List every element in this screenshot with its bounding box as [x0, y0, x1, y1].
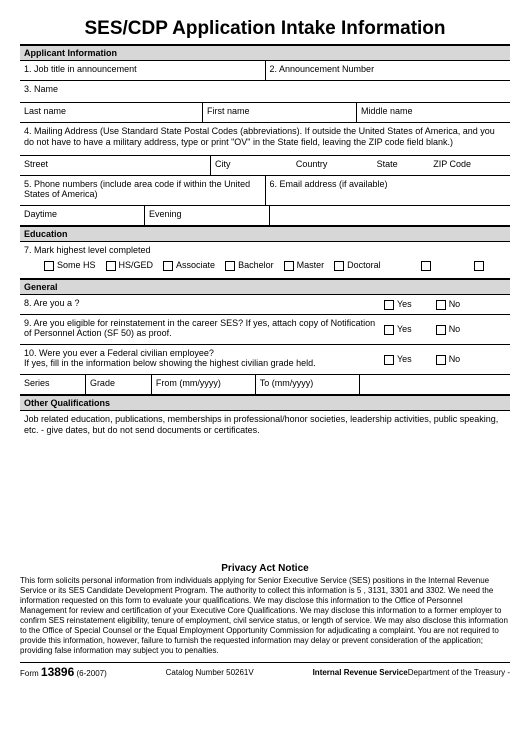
field-middle-name[interactable]: Middle name: [356, 103, 510, 122]
field-city[interactable]: City: [210, 156, 292, 175]
checkbox-master[interactable]: Master: [284, 260, 325, 272]
q10-text: 10. Were you ever a Federal civilian emp…: [20, 345, 380, 374]
q9-no[interactable]: No: [436, 324, 461, 335]
q10-no[interactable]: No: [436, 354, 461, 365]
field-country[interactable]: Country: [292, 156, 373, 175]
field-mailing-address-label: 4. Mailing Address (Use Standard State P…: [20, 123, 510, 156]
q8-yes[interactable]: Yes: [384, 299, 412, 310]
field-email-label: 6. Email address (if available): [266, 176, 511, 205]
section-general: General: [20, 279, 510, 295]
section-education: Education: [20, 226, 510, 242]
checkbox-bachelor[interactable]: Bachelor: [225, 260, 274, 272]
checkbox-extra2[interactable]: [474, 260, 487, 272]
field-phone-evening[interactable]: Evening: [144, 206, 269, 225]
field-first-name[interactable]: First name: [202, 103, 356, 122]
field-zip[interactable]: ZIP Code: [429, 156, 510, 175]
checkbox-doctoral[interactable]: Doctoral: [334, 260, 381, 272]
section-applicant: Applicant Information: [20, 44, 510, 61]
page-footer: Form 13896 (6-2007) Catalog Number 50261…: [20, 662, 510, 679]
checkbox-hs-ged[interactable]: HS/GED: [106, 260, 154, 272]
field-blank: [359, 375, 510, 394]
privacy-heading: Privacy Act Notice: [20, 563, 510, 574]
field-phone-daytime[interactable]: Daytime: [20, 206, 144, 225]
field-street[interactable]: Street: [20, 156, 210, 175]
field-grade[interactable]: Grade: [85, 375, 151, 394]
field-last-name[interactable]: Last name: [20, 103, 202, 122]
field-phone-label: 5. Phone numbers (include area code if w…: [20, 176, 266, 205]
field-name-label: 3. Name: [20, 81, 510, 103]
q8-text: 8. Are you a ?: [20, 295, 380, 314]
field-series[interactable]: Series: [20, 375, 85, 394]
q8-no[interactable]: No: [436, 299, 461, 310]
field-job-title: 1. Job title in announcement: [20, 61, 266, 80]
checkbox-associate[interactable]: Associate: [163, 260, 215, 272]
q10-yes[interactable]: Yes: [384, 354, 412, 365]
q9-text: 9. Are you eligible for reinstatement in…: [20, 315, 380, 344]
page-title: SES/CDP Application Intake Information: [20, 18, 510, 40]
field-from[interactable]: From (mm/yyyy): [151, 375, 255, 394]
other-text: Job related education, publications, mem…: [20, 411, 510, 443]
privacy-body: This form solicits personal information …: [20, 576, 510, 656]
checkbox-some-hs[interactable]: Some HS: [44, 260, 96, 272]
field-to[interactable]: To (mm/yyyy): [255, 375, 359, 394]
checkbox-extra1[interactable]: [421, 260, 434, 272]
section-other: Other Qualifications: [20, 395, 510, 411]
q9-yes[interactable]: Yes: [384, 324, 412, 335]
field-edu-label: 7. Mark highest level completed: [20, 242, 510, 257]
field-email[interactable]: [269, 206, 510, 225]
field-state[interactable]: State: [373, 156, 430, 175]
field-announcement-number: 2. Announcement Number: [266, 61, 511, 80]
